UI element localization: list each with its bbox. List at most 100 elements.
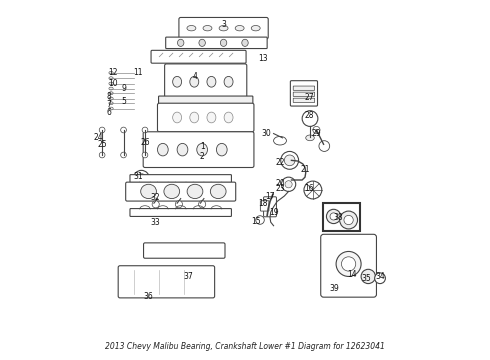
Ellipse shape bbox=[121, 127, 126, 133]
Text: 9: 9 bbox=[121, 84, 126, 93]
FancyBboxPatch shape bbox=[291, 81, 318, 106]
Ellipse shape bbox=[285, 181, 292, 188]
Ellipse shape bbox=[187, 26, 196, 31]
Text: 25: 25 bbox=[98, 140, 107, 149]
Text: 16: 16 bbox=[304, 184, 314, 193]
Text: 26: 26 bbox=[140, 138, 150, 147]
FancyBboxPatch shape bbox=[159, 96, 253, 104]
FancyBboxPatch shape bbox=[144, 243, 225, 258]
Ellipse shape bbox=[207, 76, 216, 87]
Ellipse shape bbox=[99, 127, 105, 133]
Ellipse shape bbox=[284, 155, 295, 166]
Text: 32: 32 bbox=[151, 193, 161, 202]
Text: 18: 18 bbox=[258, 199, 268, 208]
Text: 8: 8 bbox=[107, 91, 112, 100]
Ellipse shape bbox=[177, 143, 188, 156]
Ellipse shape bbox=[217, 143, 227, 156]
Ellipse shape bbox=[99, 152, 105, 158]
Text: 14: 14 bbox=[347, 270, 357, 279]
FancyBboxPatch shape bbox=[166, 37, 267, 49]
Text: 38: 38 bbox=[333, 213, 343, 222]
FancyBboxPatch shape bbox=[321, 234, 376, 297]
Text: 23: 23 bbox=[276, 184, 286, 193]
FancyBboxPatch shape bbox=[130, 175, 231, 183]
Ellipse shape bbox=[220, 39, 227, 46]
Text: 29: 29 bbox=[312, 129, 321, 138]
Ellipse shape bbox=[109, 77, 113, 80]
Text: 13: 13 bbox=[258, 54, 268, 63]
Text: 7: 7 bbox=[107, 100, 112, 109]
Ellipse shape bbox=[273, 136, 287, 145]
Text: 39: 39 bbox=[329, 284, 339, 293]
Ellipse shape bbox=[152, 201, 159, 208]
Ellipse shape bbox=[330, 213, 337, 220]
Text: 28: 28 bbox=[305, 111, 314, 120]
FancyBboxPatch shape bbox=[179, 18, 268, 39]
Ellipse shape bbox=[224, 76, 233, 87]
Text: 22: 22 bbox=[276, 158, 286, 167]
Text: 1: 1 bbox=[200, 141, 204, 150]
Ellipse shape bbox=[203, 26, 212, 31]
Ellipse shape bbox=[109, 107, 113, 110]
Text: 19: 19 bbox=[269, 208, 278, 217]
Ellipse shape bbox=[197, 143, 207, 156]
Ellipse shape bbox=[242, 39, 248, 46]
Text: 15: 15 bbox=[251, 217, 261, 226]
Ellipse shape bbox=[326, 209, 341, 224]
FancyBboxPatch shape bbox=[264, 197, 276, 217]
FancyBboxPatch shape bbox=[293, 86, 315, 90]
Text: 21: 21 bbox=[301, 165, 311, 174]
Ellipse shape bbox=[109, 71, 113, 74]
Ellipse shape bbox=[142, 127, 148, 133]
Ellipse shape bbox=[340, 211, 358, 229]
Ellipse shape bbox=[342, 257, 356, 271]
FancyBboxPatch shape bbox=[165, 64, 247, 98]
Text: 24: 24 bbox=[94, 132, 103, 141]
FancyBboxPatch shape bbox=[151, 50, 246, 63]
Ellipse shape bbox=[207, 112, 216, 123]
Ellipse shape bbox=[109, 102, 113, 105]
Text: 36: 36 bbox=[144, 292, 153, 301]
Ellipse shape bbox=[224, 112, 233, 123]
Ellipse shape bbox=[121, 152, 126, 158]
Text: 4: 4 bbox=[193, 72, 197, 81]
Text: 34: 34 bbox=[376, 272, 386, 281]
Ellipse shape bbox=[187, 184, 203, 199]
Text: 2013 Chevy Malibu Bearing, Crankshaft Lower #1 Diagram for 12623041: 2013 Chevy Malibu Bearing, Crankshaft Lo… bbox=[105, 342, 385, 351]
Text: 6: 6 bbox=[107, 108, 112, 117]
Ellipse shape bbox=[141, 184, 156, 199]
Ellipse shape bbox=[306, 135, 314, 141]
Text: 2: 2 bbox=[200, 152, 204, 161]
Text: 11: 11 bbox=[133, 68, 143, 77]
Ellipse shape bbox=[109, 92, 113, 95]
Ellipse shape bbox=[199, 39, 205, 46]
Ellipse shape bbox=[137, 174, 146, 183]
Text: 27: 27 bbox=[304, 93, 314, 102]
Ellipse shape bbox=[172, 112, 182, 123]
Text: 35: 35 bbox=[362, 274, 371, 283]
Text: 31: 31 bbox=[133, 172, 143, 181]
FancyBboxPatch shape bbox=[126, 182, 236, 201]
Text: 37: 37 bbox=[183, 272, 193, 281]
Text: 17: 17 bbox=[265, 192, 275, 201]
Ellipse shape bbox=[190, 76, 199, 87]
Ellipse shape bbox=[219, 26, 228, 31]
Ellipse shape bbox=[313, 126, 320, 134]
Ellipse shape bbox=[190, 112, 199, 123]
Ellipse shape bbox=[109, 97, 113, 100]
Text: 10: 10 bbox=[108, 79, 118, 88]
Ellipse shape bbox=[175, 201, 182, 208]
FancyBboxPatch shape bbox=[293, 92, 315, 96]
Ellipse shape bbox=[375, 273, 386, 284]
FancyBboxPatch shape bbox=[293, 98, 315, 103]
Ellipse shape bbox=[109, 82, 113, 85]
Ellipse shape bbox=[336, 251, 361, 276]
Ellipse shape bbox=[281, 177, 296, 192]
Ellipse shape bbox=[344, 215, 353, 225]
Text: 3: 3 bbox=[221, 20, 226, 29]
FancyBboxPatch shape bbox=[143, 132, 254, 167]
FancyBboxPatch shape bbox=[260, 201, 269, 211]
FancyBboxPatch shape bbox=[130, 208, 231, 216]
Ellipse shape bbox=[319, 141, 330, 152]
Text: 30: 30 bbox=[262, 129, 271, 138]
